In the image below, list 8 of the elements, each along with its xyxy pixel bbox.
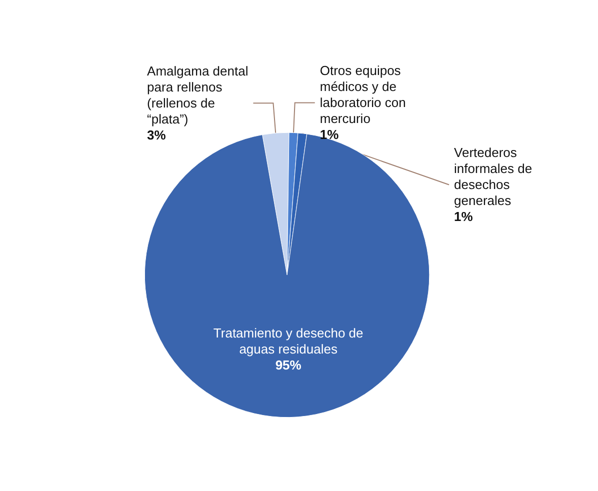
data-label: 1% [454,209,474,224]
data-label: 3% [147,128,166,143]
slice-label: Amalgama dental para rellenos (rellenos de “plata”) [147,64,248,127]
slice-label: Otros equipos médicos y de laboratorio con mercurio [320,63,406,126]
slice-label: Vertederos informales de desechos generales [454,145,532,208]
data-label: 1% [320,127,340,142]
data-label: 95% [275,358,302,373]
slice-label: Tratamiento y desecho de aguas residuales [213,326,364,357]
